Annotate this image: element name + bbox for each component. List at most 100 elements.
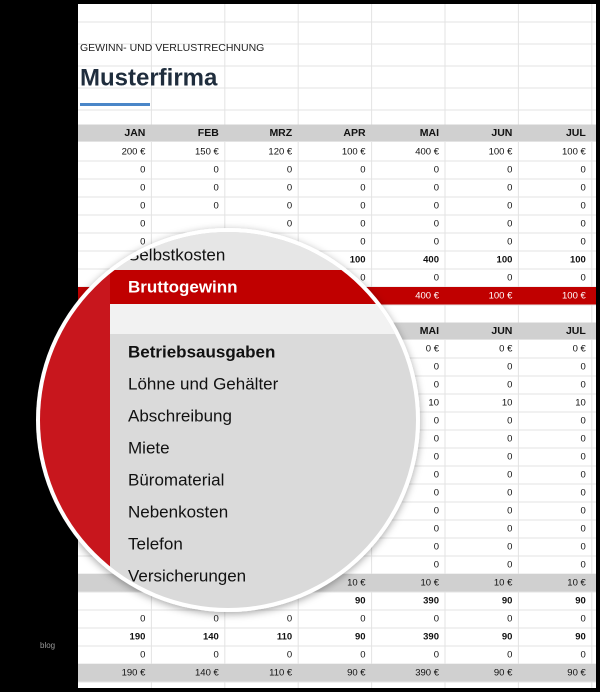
cell: 90 € <box>494 668 513 679</box>
cell: 400 <box>423 255 439 266</box>
cell: 0 <box>434 237 439 248</box>
cell: 400 € <box>415 291 439 302</box>
cell: 100 € <box>562 147 586 158</box>
company-name: Musterfirma <box>80 64 218 91</box>
cell: 0 <box>581 542 586 553</box>
cell: 0 <box>434 506 439 517</box>
cell: 0 <box>140 614 145 625</box>
cell: 0 <box>140 165 145 176</box>
cell: JUL <box>566 325 586 337</box>
cell: 0 <box>434 416 439 427</box>
cell: 0 <box>581 650 586 661</box>
cell: 0 <box>581 452 586 463</box>
cell: 0 <box>581 614 586 625</box>
total-row <box>78 664 596 682</box>
cell: 0 <box>287 219 292 230</box>
cell: 90 <box>575 632 586 643</box>
cell: 0 <box>214 614 219 625</box>
cell: 0 <box>581 416 586 427</box>
cell: 0 <box>434 560 439 571</box>
cell: 0 <box>360 650 365 661</box>
cell: 0 <box>360 183 365 194</box>
cell: 0 <box>434 650 439 661</box>
cell: FEB <box>198 127 219 139</box>
cell: 0 <box>287 183 292 194</box>
cell: 0 <box>507 273 512 284</box>
cell: 0 <box>434 524 439 535</box>
cell: 0 <box>581 237 586 248</box>
cell: 0 <box>434 273 439 284</box>
cell: 10 € <box>421 578 440 589</box>
cell: 390 <box>423 632 439 643</box>
cell: 110 <box>277 632 292 643</box>
cell: 0 <box>581 506 586 517</box>
lens-blank-row <box>110 304 416 334</box>
cell: 90 <box>575 596 586 607</box>
cell: 0 <box>581 273 586 284</box>
cell: 0 <box>507 524 512 535</box>
row-label: Telefon <box>128 534 183 553</box>
cell: 0 <box>507 416 512 427</box>
cell: 0 <box>287 165 292 176</box>
cell: 0 <box>507 165 512 176</box>
cell: 0 <box>507 488 512 499</box>
cell: 0 <box>507 362 512 373</box>
cell: JUL <box>566 127 586 139</box>
cell: 0 <box>434 488 439 499</box>
cell: 0 <box>140 237 145 248</box>
cell: 0 <box>434 452 439 463</box>
cell: 0 <box>581 488 586 499</box>
cell: 100 € <box>489 291 513 302</box>
cell: 0 <box>434 434 439 445</box>
cell: 190 € <box>122 668 146 679</box>
cell: 0 <box>214 201 219 212</box>
cell: 100 <box>497 255 513 266</box>
cell: 0 <box>507 614 512 625</box>
cell: 0 <box>581 183 586 194</box>
cell: 10 € <box>494 578 513 589</box>
cell: 0 <box>581 524 586 535</box>
cell: 0 € <box>573 344 587 355</box>
cell: 0 <box>581 560 586 571</box>
cell: 0 <box>140 650 145 661</box>
cell: 0 <box>214 650 219 661</box>
cell: 200 € <box>122 147 146 158</box>
cell: 10 <box>428 398 439 409</box>
header-row <box>78 124 596 142</box>
cell: 90 <box>355 596 366 607</box>
cell: JUN <box>491 325 512 337</box>
cell: 0 <box>140 183 145 194</box>
cell: 10 <box>502 398 513 409</box>
row-label: Nebenkosten <box>128 502 228 521</box>
cell: APR <box>343 127 366 139</box>
row-label: Betriebsausgaben <box>128 342 275 361</box>
cell: 0 <box>507 237 512 248</box>
cell: 0 <box>507 542 512 553</box>
sheet-title: GEWINN- UND VERLUSTRECHNUNG <box>80 42 264 54</box>
cell: 0 <box>360 614 365 625</box>
cell: 100 € <box>489 147 513 158</box>
watermark: blog <box>40 641 55 650</box>
cell: 120 € <box>268 147 292 158</box>
cell: 0 <box>507 219 512 230</box>
cell: MRZ <box>269 127 292 139</box>
cell: 0 € <box>426 344 440 355</box>
cell: 0 <box>434 470 439 481</box>
cell: 0 <box>507 201 512 212</box>
cell: 0 <box>581 434 586 445</box>
row-label: Miete <box>128 438 170 457</box>
cell: 0 <box>360 237 365 248</box>
cell: 0 <box>287 201 292 212</box>
cell: MAI <box>420 127 439 139</box>
cell: 0 <box>581 219 586 230</box>
cell: 0 <box>214 183 219 194</box>
cell: 390 <box>423 596 439 607</box>
cell: 0 <box>507 506 512 517</box>
cell: 0 <box>507 434 512 445</box>
cell: 0 <box>507 183 512 194</box>
cell: 110 € <box>269 668 293 679</box>
cell: 100 <box>350 255 366 266</box>
cell: 190 <box>130 632 146 643</box>
cell: 0 <box>434 362 439 373</box>
